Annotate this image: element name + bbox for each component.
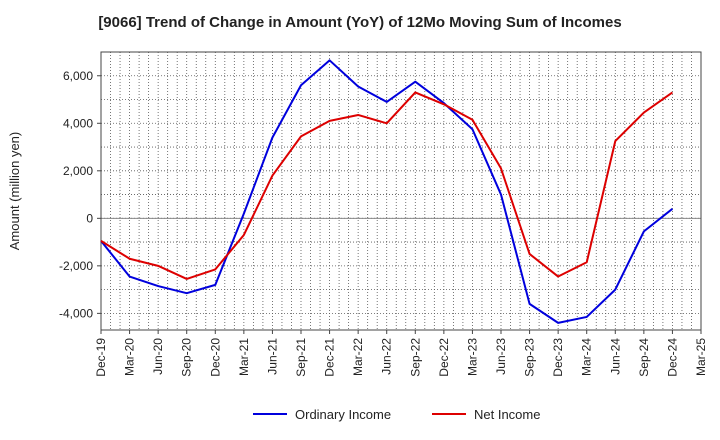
x-tick-label: Dec-20 [208,338,222,377]
plot-background [101,52,701,330]
x-tick-label: Mar-25 [694,338,708,376]
x-tick-label: Dec-19 [94,338,108,377]
y-tick-label: -2,000 [59,259,93,273]
y-tick-label: 6,000 [63,69,93,83]
x-tick-label: Sep-22 [408,338,422,377]
x-tick-label: Dec-23 [551,338,565,377]
x-tick-label: Jun-23 [494,338,508,375]
x-tick-label: Mar-24 [580,338,594,376]
x-tick-label: Sep-24 [637,338,651,377]
x-tick-labels: Dec-19 Mar-20 Jun-20 Sep-20 Dec-20 Mar-21 Jun-… [94,338,708,377]
y-tick-labels: -4,000 -2,000 0 2,000 4,000 6,000 [59,69,93,321]
x-tick-label: Mar-22 [351,338,365,376]
x-tick-label: Jun-20 [151,338,165,375]
series-lines [100,59,674,324]
x-tick-label: Mar-20 [123,338,137,376]
x-tick-label: Mar-23 [465,338,479,376]
plot-area [101,52,701,330]
y-tick-label: 4,000 [63,116,93,130]
x-tick-label: Mar-21 [237,338,251,376]
chart-title: [9066] Trend of Change in Amount (YoY) o… [98,14,622,31]
y-tick-label: 0 [86,211,93,225]
x-tick-label: Dec-21 [323,338,337,377]
x-tick-label: Dec-22 [437,338,451,377]
x-tick-label: Jun-24 [608,338,622,375]
y-tick-label: -4,000 [59,306,93,320]
x-tick-label: Sep-23 [523,338,537,377]
series-line-ordinary-income [100,59,674,324]
series-line-net-income [100,91,674,280]
x-tick-label: Jun-22 [380,338,394,375]
legend-label-net-income: Net Income [474,407,540,422]
legend: Ordinary Income Net Income [253,407,540,422]
x-tick-label: Jun-21 [265,338,279,375]
y-tick-label: 2,000 [63,164,93,178]
legend-label-ordinary-income: Ordinary Income [295,407,391,422]
axes [97,51,702,334]
x-tick-label: Dec-24 [665,338,679,377]
y-axis-label: Amount (million yen) [7,132,22,251]
x-tick-label: Sep-20 [180,338,194,377]
plot-frame [100,51,702,331]
x-tick-label: Sep-21 [294,338,308,377]
